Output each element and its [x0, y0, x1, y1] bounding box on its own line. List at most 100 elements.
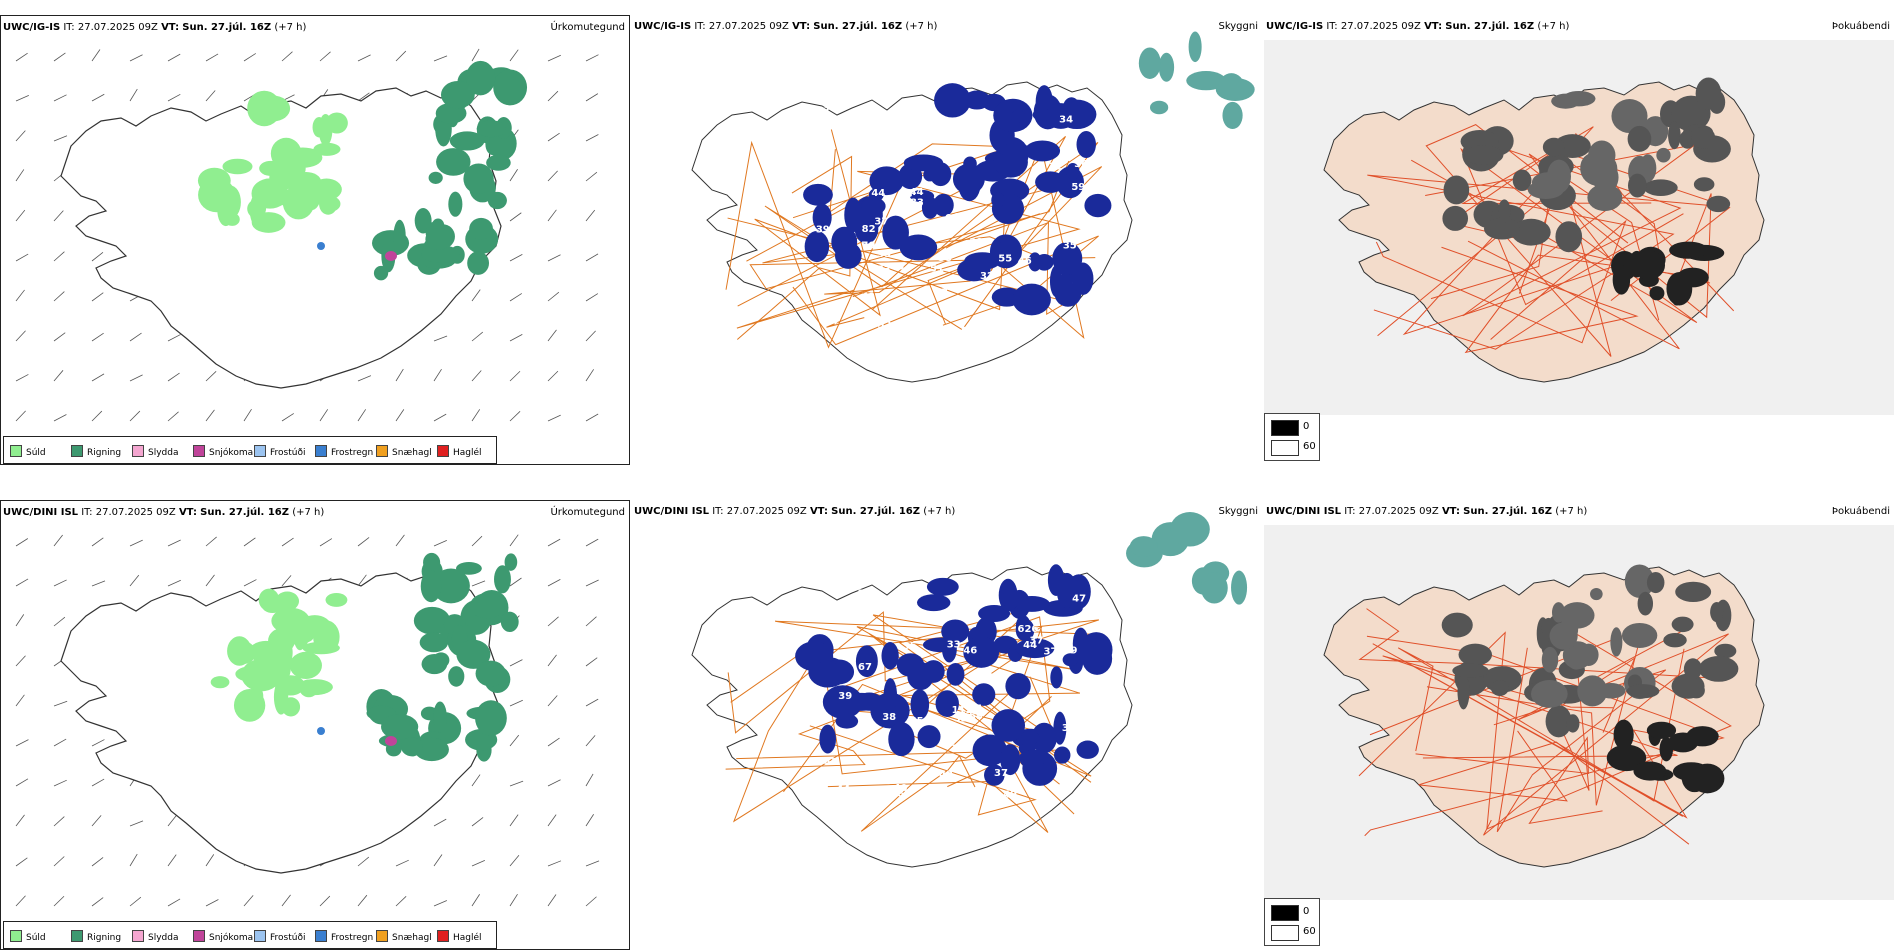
legend-label: Frostregn	[331, 933, 374, 943]
ceiling-value: 44	[907, 133, 921, 144]
legend-swatch	[71, 445, 83, 457]
valid-time-label: VT:	[792, 21, 811, 32]
legend-item: Snæhagl	[376, 445, 432, 458]
legend-label: Slydda	[148, 933, 179, 943]
legend-item: Frostúði	[254, 930, 305, 943]
lead-time: (+7 h)	[274, 22, 307, 33]
ceiling-value: 83	[910, 197, 924, 208]
precip-type-panel: UWC/DINI ISL IT: 27.07.2025 09Z VT: Sun.…	[0, 500, 630, 950]
precip-legend: Súld Rigning Slydda Snjókoma Frostúði Frostre…	[3, 921, 497, 949]
legend-swatch	[315, 445, 327, 457]
model-name: UWC/IG-IS	[634, 21, 692, 32]
ceiling-value: 33	[947, 639, 961, 650]
panel-header: UWC/IG-IS IT: 27.07.2025 09Z VT: Sun. 27…	[634, 21, 937, 32]
valid-time-label: VT:	[1424, 21, 1443, 32]
ceiling-value: 46	[963, 646, 977, 657]
fog-legend-swatch	[1271, 440, 1299, 456]
ceiling-value: 180	[890, 788, 911, 799]
valid-time-value: Sun. 27.júl. 16Z	[200, 507, 289, 518]
ceiling-value: 51	[930, 264, 944, 275]
ceiling-value: 66	[948, 247, 962, 258]
legend-label: Haglél	[453, 448, 482, 458]
legend-swatch	[315, 930, 327, 942]
ceiling-value: 35	[968, 704, 982, 715]
model-name: UWC/DINI ISL	[1266, 506, 1342, 517]
init-time-value: 27.07.2025 09Z	[708, 21, 789, 32]
ceiling-value: 37	[857, 588, 871, 599]
legend-swatch	[193, 445, 205, 457]
init-time-value: 27.07.2025 09Z	[1358, 506, 1439, 517]
product-title: Skyggni	[1218, 21, 1258, 32]
legend-item: Frostregn	[315, 930, 373, 943]
legend-item: Haglél	[437, 445, 482, 458]
init-time-label: IT:	[63, 22, 75, 33]
legend-swatch	[376, 930, 388, 942]
ceiling-value: 46	[1018, 256, 1032, 267]
init-time-value: 27.07.2025 09Z	[726, 506, 807, 517]
legend-swatch	[132, 930, 144, 942]
ceiling-value: 44	[836, 784, 850, 795]
ceiling-value: 67	[858, 662, 872, 673]
ceiling-value: 67	[934, 288, 948, 299]
visibility-map: 3837393436324346345553375270384351413644…	[691, 31, 1255, 383]
legend-swatch	[437, 930, 449, 942]
ceiling-value: 36	[1074, 159, 1088, 170]
ceiling-value: 37	[1030, 636, 1044, 647]
legend-swatch	[10, 445, 22, 457]
ceiling-value: 34	[824, 316, 838, 327]
ceiling-value: 29	[885, 602, 899, 613]
ceiling-value: 61	[887, 304, 901, 315]
ceiling-value: 37	[954, 212, 968, 223]
ceiling-value: 50	[872, 775, 886, 786]
legend-label: Snjókoma	[209, 933, 254, 943]
ceiling-value: 39	[969, 237, 983, 248]
ceiling-value: 38	[938, 253, 952, 264]
ceiling-value: 39	[816, 224, 830, 235]
init-time-value: 27.07.2025 09Z	[95, 507, 176, 518]
fog-legend-swatch	[1271, 420, 1299, 436]
init-time-label: IT:	[1326, 21, 1338, 32]
visibility-panel: UWC/IG-IS IT: 27.07.2025 09Z VT: Sun. 27…	[632, 15, 1262, 435]
ceiling-value: 39	[831, 606, 845, 617]
ceiling-value: 46	[890, 262, 904, 273]
product-title: Skyggni	[1218, 506, 1258, 517]
ceiling-value: 35	[937, 789, 951, 800]
ceiling-value: 40	[894, 783, 908, 794]
product-title: Þokuábendi	[1831, 506, 1890, 517]
legend-swatch	[132, 445, 144, 457]
fog-map	[1264, 40, 1894, 415]
fog-map	[1264, 525, 1894, 900]
legend-item: Haglél	[437, 930, 482, 943]
legend-item: Súld	[10, 930, 46, 943]
panel-header: UWC/DINI ISL IT: 27.07.2025 09Z VT: Sun.…	[1266, 506, 1587, 517]
valid-time-label: VT:	[809, 506, 828, 517]
fog-legend-swatch	[1271, 925, 1299, 941]
valid-time-label: VT:	[1441, 506, 1460, 517]
model-name: UWC/IG-IS	[3, 22, 61, 33]
legend-swatch	[254, 445, 266, 457]
ceiling-value: 39	[1062, 723, 1076, 734]
ceiling-value: 59	[969, 711, 983, 722]
ceiling-value: 70	[861, 241, 875, 252]
fog-legend: 0 60	[1264, 898, 1320, 946]
ceiling-value: 43	[824, 757, 838, 768]
valid-time-value: Sun. 27.júl. 16Z	[1463, 506, 1552, 517]
init-time-label: IT:	[1344, 506, 1356, 517]
ceiling-value: 43	[939, 770, 953, 781]
precip-map	[15, 534, 600, 907]
ceiling-value: 43	[899, 189, 913, 200]
ceiling-value: 53	[877, 264, 891, 275]
model-name: UWC/IG-IS	[1266, 21, 1324, 32]
init-time-value: 27.07.2025 09Z	[1340, 21, 1421, 32]
ceiling-value: 39	[1064, 645, 1078, 656]
ceiling-value: 52	[878, 320, 892, 331]
legend-label: Súld	[26, 933, 46, 943]
ceiling-value: 38	[826, 115, 840, 126]
legend-label: Snæhagl	[392, 933, 432, 943]
valid-time-label: VT:	[161, 22, 180, 33]
ceiling-value: 44	[871, 188, 885, 199]
product-title: Úrkomutegund	[550, 507, 625, 518]
legend-swatch	[437, 445, 449, 457]
legend-label: Frostregn	[331, 448, 374, 458]
legend-item: Slydda	[132, 445, 178, 458]
